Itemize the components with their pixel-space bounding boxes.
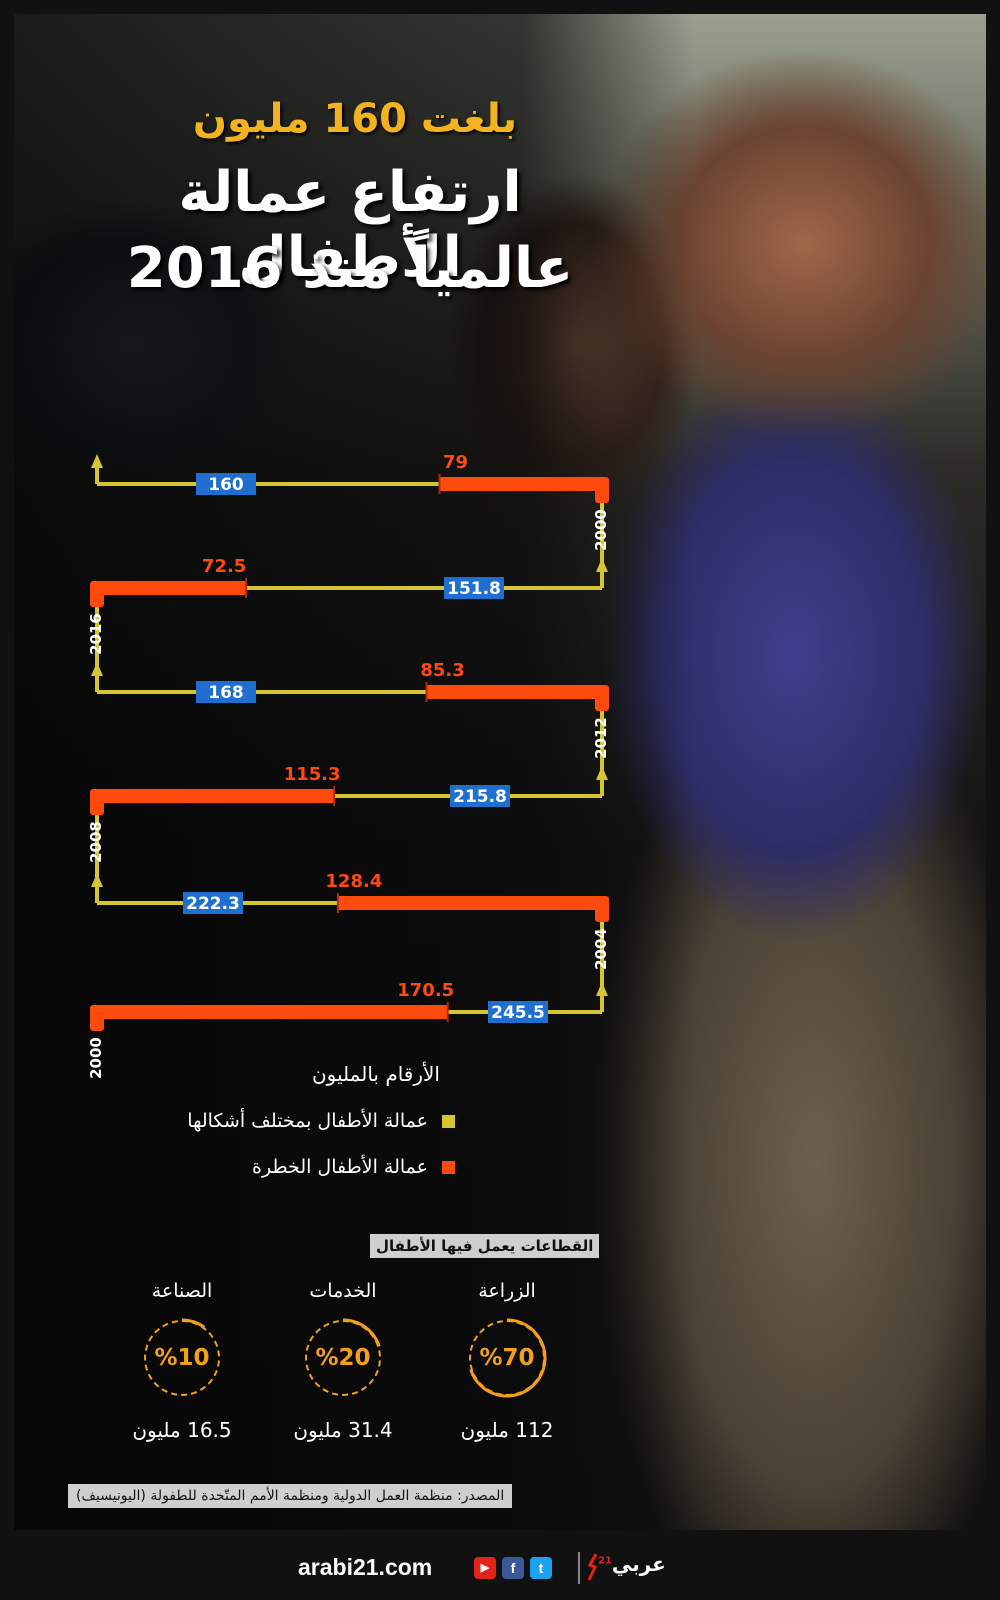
value-box-all (450, 785, 510, 807)
year-label: 2004 (592, 928, 610, 970)
site-url-link[interactable]: arabi21.com (298, 1554, 433, 1580)
arrow-head (596, 766, 608, 780)
value-box-all (444, 577, 504, 599)
value-label-all: 222.3 (186, 894, 240, 914)
value-label-hazardous: 128.4 (325, 871, 382, 892)
value-label-all: 151.8 (447, 579, 501, 599)
headline-subtitle: بلغت 160 مليون (192, 96, 518, 142)
brand-sup: 21 (598, 1555, 612, 1567)
value-box-all (196, 473, 256, 495)
value-label-hazardous: 79 (443, 452, 468, 473)
arrow-head (91, 454, 103, 468)
legend-item-hazardous: عمالة الأطفال الخطرة (252, 1156, 455, 1178)
sectors-title: القطاعات يعمل فيها الأطفال (370, 1234, 600, 1258)
sector-name: الخدمات (309, 1280, 377, 1302)
sector-ring: %10 (142, 1318, 222, 1398)
sector-share-arc-path (303, 1318, 383, 1398)
year-label: 2012 (592, 717, 610, 759)
bar-hazardous (97, 1005, 448, 1019)
arrow-head (91, 662, 103, 676)
sector-percent: %70 (479, 1345, 535, 1371)
legend-label-hazardous: عمالة الأطفال الخطرة (252, 1156, 428, 1178)
brand-logo-mark (587, 1553, 598, 1581)
bar-corner (90, 581, 104, 607)
value-label-all: 215.8 (453, 787, 507, 807)
value-label-hazardous: 115.3 (284, 764, 341, 785)
bar-corner (595, 896, 609, 922)
legend-item-all: عمالة الأطفال بمختلف أشكالها (187, 1110, 455, 1132)
bar-corner (595, 685, 609, 711)
sector-count: 16.5 مليون (132, 1418, 232, 1442)
twitter-icon[interactable]: t (530, 1557, 552, 1579)
value-box-all (196, 681, 256, 703)
legend-swatch-orange (442, 1160, 455, 1174)
year-label: 2000 (87, 1037, 105, 1079)
logo-divider (578, 1552, 580, 1584)
bar-corner (595, 477, 609, 503)
sector-share-arc-path (142, 1318, 222, 1398)
value-label-all: 245.5 (491, 1003, 545, 1023)
value-label-hazardous: 72.5 (202, 556, 246, 577)
year-label: 2008 (87, 821, 105, 863)
sector-name: الصناعة (151, 1280, 213, 1302)
headline-title-line1: ارتفاع عمالة الأطفال (178, 160, 522, 290)
brand-name: عربي21 (598, 1552, 666, 1576)
sector-count: 31.4 مليون (293, 1418, 393, 1442)
sector-share-arc (303, 1318, 383, 1398)
bar-corner (90, 789, 104, 815)
sector-share-arc-path (467, 1318, 547, 1398)
bar-hazardous (337, 896, 602, 910)
value-box-all (183, 892, 243, 914)
footer-bar (0, 1540, 1000, 1600)
arrow-head (596, 982, 608, 996)
arrow-head (596, 558, 608, 572)
background-shade (14, 14, 694, 1530)
bar-hazardous (439, 477, 602, 491)
bar-hazardous (97, 581, 247, 595)
brand-name-text: عربي (611, 1552, 666, 1576)
sector-percent: %20 (315, 1345, 371, 1371)
value-label-hazardous: 170.5 (397, 980, 454, 1001)
child-labour-chart: 170.5 245.5 2000 128.4 222.3 2004 115.3 215.8 20… (87, 452, 610, 1079)
sector-count: 112 مليون (460, 1418, 554, 1442)
arrow-head (91, 873, 103, 887)
value-label-all: 160 (208, 475, 244, 495)
youtube-icon[interactable]: ▶ (474, 1557, 496, 1579)
value-box-all (488, 1001, 548, 1023)
sector-name: الزراعة (478, 1280, 536, 1302)
sector-ring: %20 (303, 1318, 383, 1398)
value-label-all: 168 (208, 683, 244, 703)
bar-hazardous (426, 685, 602, 699)
sector-industry: الصناعة %10 16.5 مليون (107, 1280, 257, 1442)
source-note: المصدر: منظمة العمل الدولية ومنظمة الأمم… (68, 1484, 513, 1508)
year-label: 2000 (592, 509, 610, 551)
sector-ring: %70 (467, 1318, 547, 1398)
sector-percent: %10 (154, 1345, 210, 1371)
legend-swatch-yellow (442, 1114, 455, 1128)
legend-label-all: عمالة الأطفال بمختلف أشكالها (187, 1110, 428, 1132)
sector-services: الخدمات %20 31.4 مليون (268, 1280, 418, 1442)
bar-hazardous (97, 789, 335, 803)
value-label-hazardous: 85.3 (420, 660, 464, 681)
sector-share-arc (467, 1318, 547, 1398)
sector-agriculture: الزراعة %70 112 مليون (432, 1280, 582, 1442)
year-label: 2016 (87, 613, 105, 655)
headline-title-line2: عالمياً منذ 2016 (126, 236, 574, 301)
sector-share-arc (142, 1318, 222, 1398)
facebook-icon[interactable]: f (502, 1557, 524, 1579)
units-note: الأرقام بالمليون (311, 1062, 440, 1086)
bar-corner (90, 1005, 104, 1031)
